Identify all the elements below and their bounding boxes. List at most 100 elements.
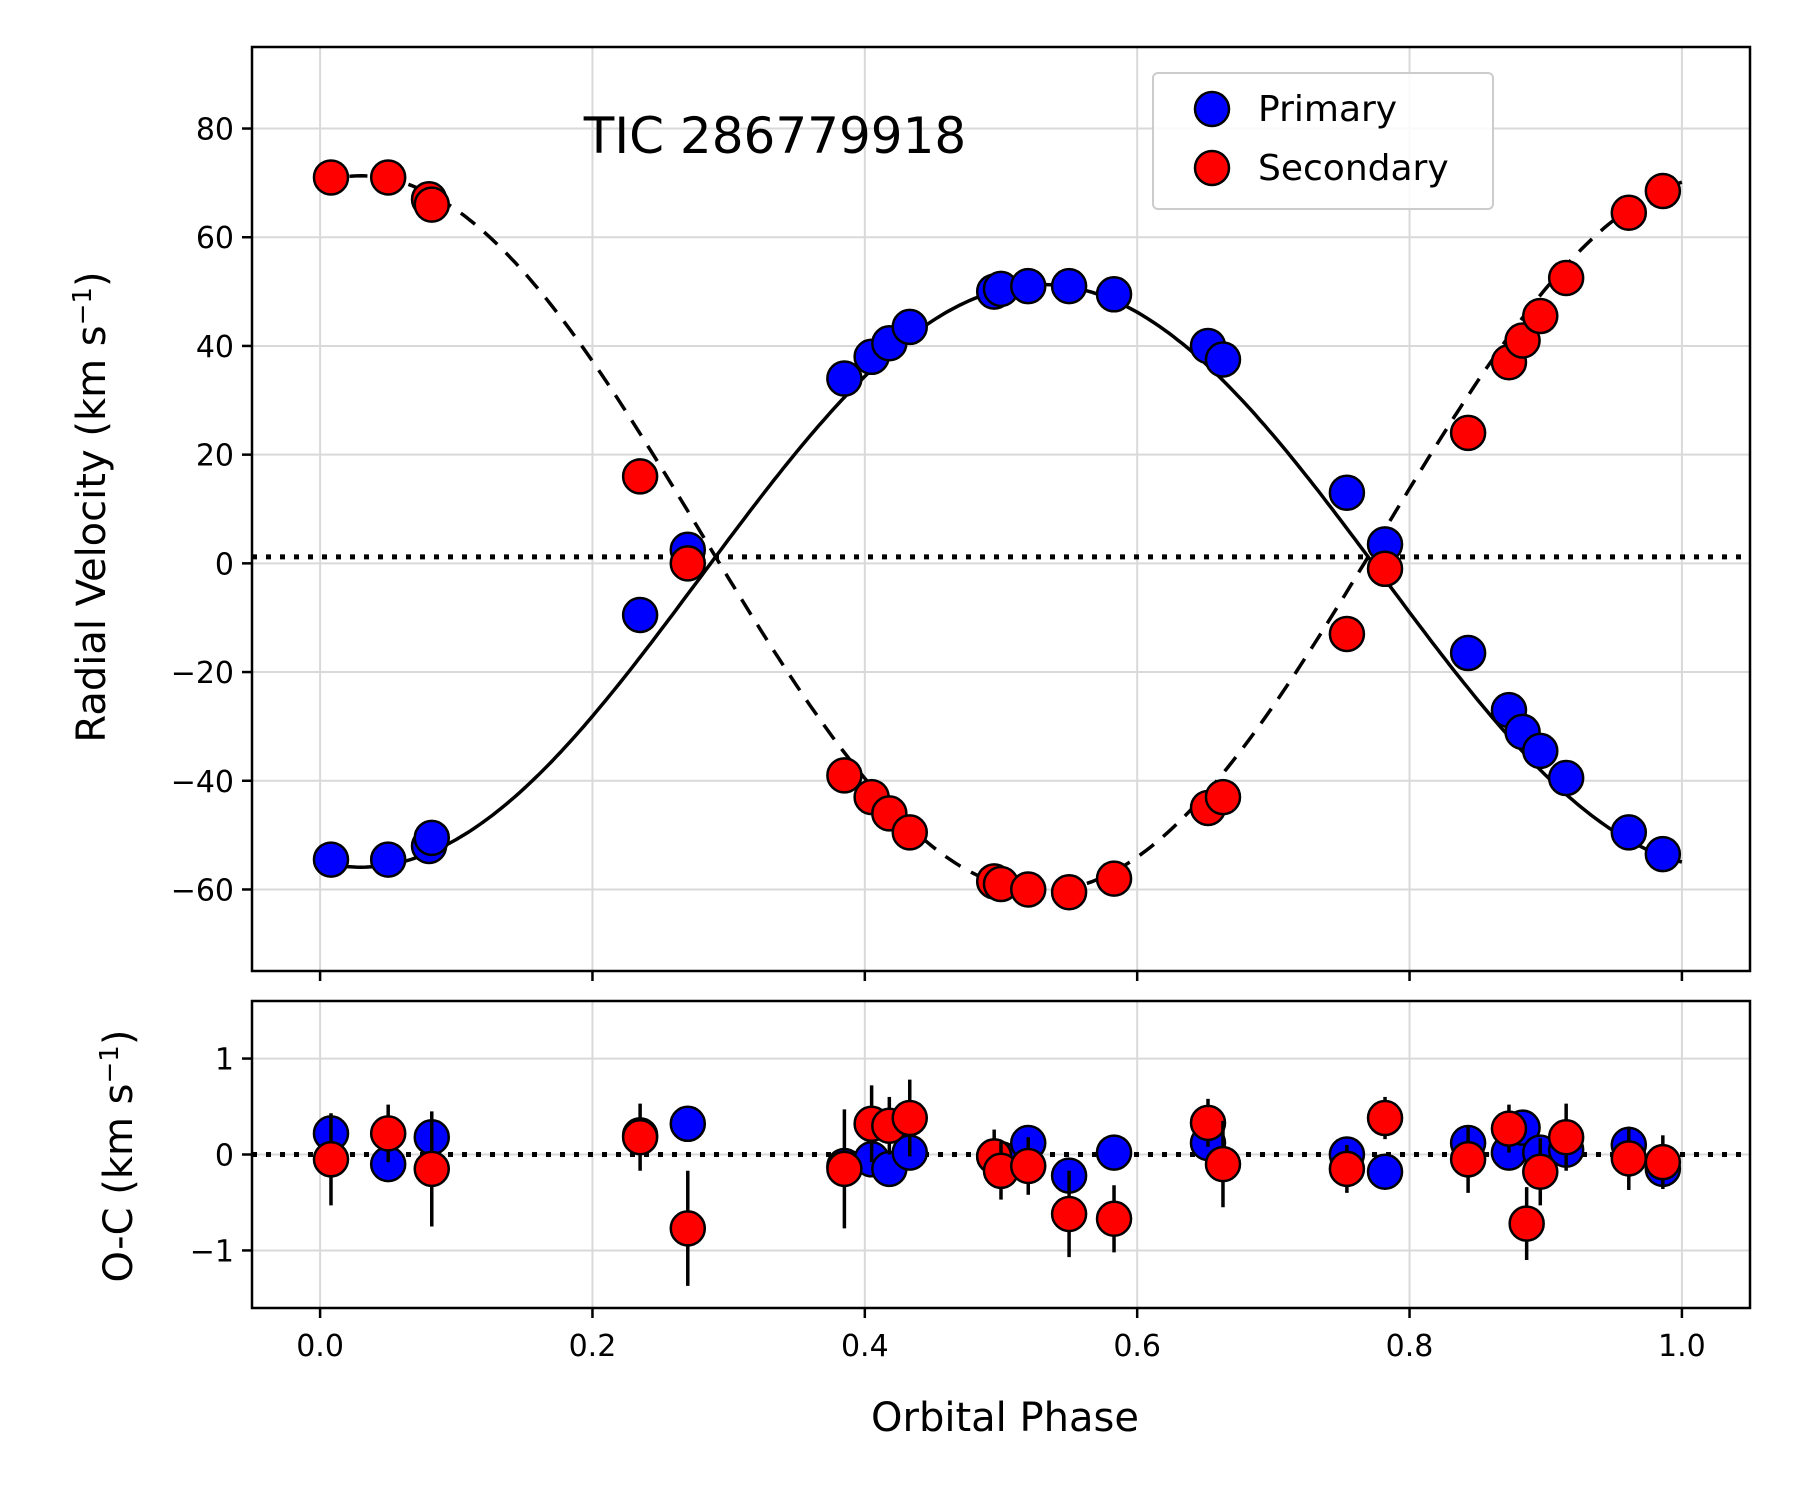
top-y-tick-label: 40 — [196, 330, 234, 365]
bottom-y-tick-label: 0 — [215, 1139, 234, 1174]
primary-residual-point — [1095, 1134, 1133, 1171]
secondary-residual-point — [312, 1141, 350, 1178]
top-y-tick-label: 60 — [196, 221, 234, 256]
primary-rv-point — [1095, 276, 1133, 313]
secondary-rv-point — [413, 186, 451, 223]
secondary-residual-point — [669, 1210, 707, 1247]
primary-rv-point — [413, 819, 451, 857]
secondary-residual-point — [1328, 1150, 1366, 1188]
bottom-data-points — [312, 1079, 1682, 1286]
secondary-residual-point — [826, 1150, 863, 1188]
primary-rv-point — [1547, 759, 1585, 797]
bottom-x-tick-label: 1.0 — [1658, 1329, 1706, 1364]
secondary-rv-point — [621, 458, 659, 495]
bottom-y-tick-label: 1 — [215, 1043, 234, 1078]
legend-secondary-marker — [1193, 149, 1231, 187]
primary-rv-point — [1204, 341, 1242, 378]
bottom-y-axis-label-main: O-C (km s — [96, 1083, 142, 1282]
secondary-rv-point — [1328, 615, 1366, 653]
secondary-rv-point — [312, 159, 350, 196]
secondary-rv-point — [891, 814, 929, 851]
secondary-residual-point — [413, 1150, 451, 1188]
radial-velocity-panel: −60 −40 −20 0 20 40 60 80 TIC 286779918 Radial … — [68, 45, 1752, 981]
bottom-x-tick-label: 0.2 — [569, 1329, 617, 1364]
top-grid — [252, 47, 1750, 971]
secondary-residual-point — [1449, 1141, 1487, 1178]
primary-rv-point — [369, 841, 407, 878]
bottom-x-tick-label: 0.0 — [296, 1329, 344, 1364]
secondary-residual-point — [1490, 1110, 1528, 1147]
primary-residual-point — [669, 1105, 707, 1143]
primary-rv-point — [891, 308, 929, 346]
legend-primary-marker — [1193, 90, 1231, 128]
bottom-y-axis-label-end: ) — [96, 1030, 142, 1046]
primary-rv-point — [1449, 634, 1487, 672]
primary-rv-point — [621, 596, 659, 634]
top-y-axis-label: Radial Velocity (km s−1) — [68, 271, 115, 742]
primary-rv-point — [1644, 835, 1682, 873]
plot-title: TIC 286779918 — [583, 107, 966, 165]
residuals-panel: 0.0 0.2 0.4 0.6 0.8 1.0−101 O-C (km s−1) Orbi… — [95, 999, 1752, 1441]
bottom-x-tick-label: 0.6 — [1113, 1329, 1161, 1364]
top-y-axis-label-end: ) — [69, 271, 115, 287]
secondary-rv-point — [1009, 871, 1047, 908]
top-y-axis-label-main: Radial Velocity (km s — [69, 325, 115, 742]
secondary-rv-point — [1366, 550, 1404, 588]
legend-secondary-label: Secondary — [1258, 148, 1449, 189]
top-y-tick-label: 20 — [196, 439, 234, 474]
secondary-rv-point — [1204, 778, 1242, 816]
secondary-rv-point — [1095, 860, 1133, 897]
top-ticks: −60 −40 −20 0 20 40 60 80 — [171, 113, 1684, 981]
bottom-x-tick-label: 0.8 — [1386, 1329, 1434, 1364]
secondary-residual-point — [1508, 1205, 1545, 1242]
primary-rv-point — [312, 841, 350, 878]
primary-residual-point — [1366, 1153, 1404, 1191]
bottom-y-axis-label-sup: −1 — [95, 1045, 125, 1083]
legend-box — [1152, 72, 1494, 210]
secondary-residual-point — [1204, 1145, 1242, 1183]
top-y-tick-label: −40 — [171, 765, 234, 800]
top-y-tick-label: 0 — [215, 547, 234, 582]
secondary-rv-point — [1610, 194, 1648, 232]
secondary-residual-point — [1522, 1153, 1559, 1191]
bottom-y-axis-label: O-C (km s−1) — [95, 1030, 142, 1283]
legend: Primary Secondary — [1152, 72, 1494, 210]
secondary-rv-point — [1644, 172, 1682, 210]
secondary-residual-point — [369, 1115, 407, 1152]
primary-rv-point — [1328, 474, 1366, 511]
top-y-tick-label: 80 — [196, 113, 234, 148]
secondary-residual-point — [1095, 1200, 1133, 1238]
secondary-residual-point — [1644, 1143, 1682, 1181]
top-plot-frame — [250, 45, 1752, 973]
primary-rv-point — [1522, 732, 1559, 770]
primary-rv-point — [826, 360, 863, 397]
top-y-tick-label: −60 — [171, 873, 234, 908]
top-y-tick-label: −20 — [171, 656, 234, 691]
secondary-rv-point — [669, 545, 707, 582]
secondary-rv-point — [1504, 322, 1541, 359]
secondary-residual-point — [621, 1118, 659, 1156]
secondary-residual-point — [1366, 1099, 1404, 1137]
x-axis-label: Orbital Phase — [871, 1395, 1139, 1441]
primary-rv-point — [1610, 814, 1648, 851]
primary-rv-point — [1009, 267, 1047, 305]
bottom-y-tick-label: −1 — [190, 1234, 234, 1269]
bottom-x-tick-label: 0.4 — [841, 1329, 889, 1364]
secondary-rv-point — [1547, 259, 1585, 297]
secondary-rv-point — [826, 757, 863, 794]
secondary-residual-point — [891, 1099, 929, 1137]
secondary-residual-point — [1610, 1140, 1648, 1177]
legend-primary-label: Primary — [1258, 89, 1397, 130]
secondary-residual-point — [1050, 1195, 1088, 1233]
secondary-rv-point — [1449, 414, 1487, 452]
secondary-residual-point — [1189, 1104, 1227, 1142]
top-y-axis-label-sup: −1 — [68, 287, 98, 325]
secondary-rv-point — [1050, 873, 1088, 911]
primary-rv-point — [1050, 267, 1088, 305]
bottom-ticks: 0.0 0.2 0.4 0.6 0.8 1.0 −1 0 1 — [190, 1043, 1706, 1364]
secondary-rv-point — [369, 159, 407, 196]
top-data-points — [312, 159, 1682, 911]
secondary-rv-point — [1522, 297, 1559, 335]
secondary-residual-point — [1547, 1118, 1585, 1156]
